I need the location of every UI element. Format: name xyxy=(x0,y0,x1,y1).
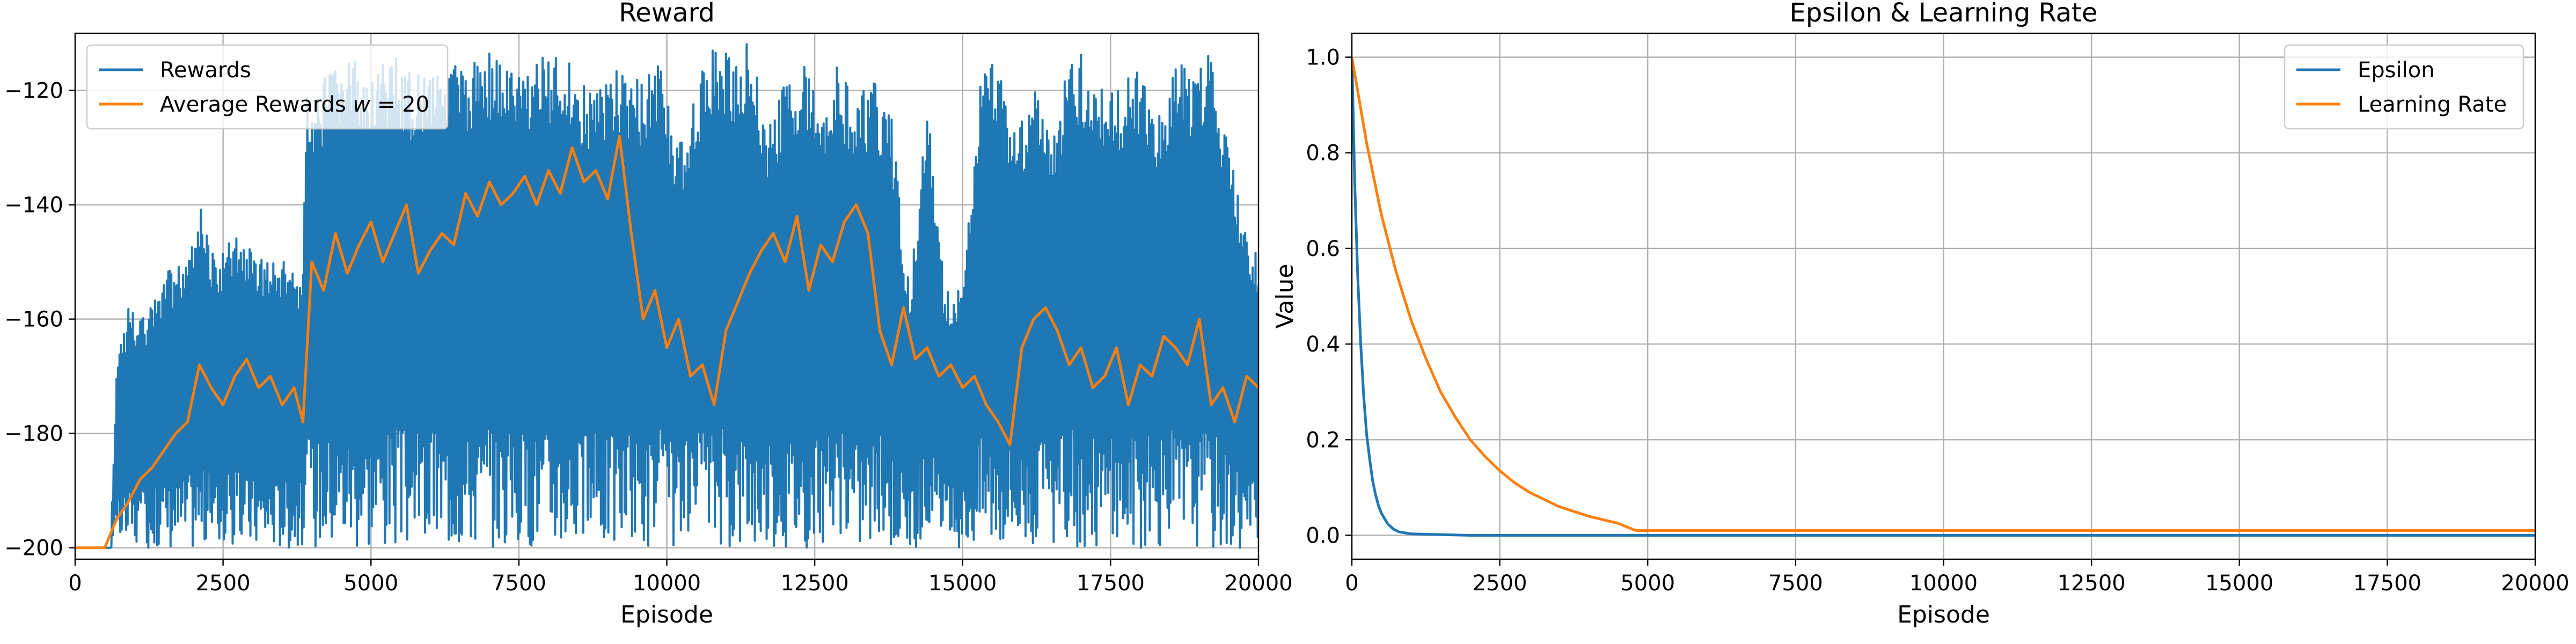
epsilon-lr-x-tick-label: 10000 xyxy=(1909,571,1978,596)
reward-legend-label-1: Average Rewards w = 20 xyxy=(160,92,429,117)
reward-x-tick-label: 5000 xyxy=(343,571,398,596)
reward-x-tick-label: 2500 xyxy=(196,571,251,596)
epsilon-lr-y-tick-label: 0.2 xyxy=(1306,428,1340,452)
reward-chart-title: Reward xyxy=(619,0,715,28)
epsilon-lr-y-tick-label: 0.0 xyxy=(1306,523,1340,548)
epsilon-lr-x-ticks: 0 2500 5000 7500 10000 12500 15000 17500 20000 xyxy=(1345,559,2570,596)
epsilon-lr-x-tick-label: 17500 xyxy=(2353,571,2421,596)
epsilon-lr-x-tick-label: 20000 xyxy=(2501,571,2569,596)
reward-y-tick-label: −200 xyxy=(4,536,63,561)
reward-x-tick-label: 10000 xyxy=(633,571,701,596)
epsilon-lr-legend-label-0: Epsilon xyxy=(2358,58,2435,83)
epsilon-lr-y-axis-label: Value xyxy=(1271,264,1299,329)
epsilon-lr-x-tick-label: 2500 xyxy=(1473,571,1527,596)
reward-x-tick-label: 7500 xyxy=(492,571,546,596)
reward-x-tick-label: 15000 xyxy=(928,571,997,596)
reward-legend: Rewards Average Rewards w = 20 xyxy=(86,44,449,130)
epsilon-lr-x-tick-label: 15000 xyxy=(2205,571,2273,596)
reward-x-tick-label: 17500 xyxy=(1077,571,1145,596)
reward-series xyxy=(75,43,1258,550)
reward-legend-label-0: Rewards xyxy=(160,58,251,83)
epsilon-lr-legend-box xyxy=(2284,44,2524,130)
reward-x-tick-label: 20000 xyxy=(1224,571,1292,596)
reward-y-tick-label: −160 xyxy=(4,308,63,332)
epsilon-lr-y-ticks: 0.0 0.2 0.4 0.6 0.8 1.0 xyxy=(1306,46,1352,548)
epsilon-lr-y-tick-label: 0.4 xyxy=(1306,332,1340,357)
reward-series-line-1 xyxy=(75,135,1258,550)
reward-y-tick-label: −120 xyxy=(4,79,63,104)
epsilon-lr-x-tick-label: 12500 xyxy=(2058,571,2126,596)
epsilon-lr-x-axis-label: Episode xyxy=(1897,601,1990,628)
reward-y-tick-label: −180 xyxy=(4,422,63,447)
epsilon-lr-series xyxy=(1352,57,2535,537)
epsilon-lr-x-tick-label: 0 xyxy=(1345,571,1358,596)
reward-x-ticks: 0 2500 5000 7500 10000 12500 15000 17500 20000 xyxy=(68,559,1293,596)
epsilon-lr-y-tick-label: 1.0 xyxy=(1306,46,1340,70)
epsilon-lr-series-line-1 xyxy=(1352,57,2535,532)
epsilon-lr-series-line-0 xyxy=(1352,57,2535,537)
epsilon-lr-x-tick-label: 7500 xyxy=(1768,571,1823,596)
epsilon-lr-legend-label-1: Learning Rate xyxy=(2358,92,2507,117)
reward-x-axis-label: Episode xyxy=(620,601,713,628)
epsilon-lr-chart-title: Epsilon & Learning Rate xyxy=(1790,0,2098,28)
reward-chart: 0 2500 5000 7500 10000 12500 15000 17500 20000 −… xyxy=(4,0,1293,628)
reward-x-tick-label: 0 xyxy=(68,571,82,596)
epsilon-lr-y-tick-label: 0.8 xyxy=(1306,141,1340,166)
epsilon-lr-x-tick-label: 5000 xyxy=(1620,571,1675,596)
epsilon-lr-y-tick-label: 0.6 xyxy=(1306,237,1340,261)
reward-y-tick-label: −140 xyxy=(4,193,63,218)
epsilon-lr-legend: Epsilon Learning Rate xyxy=(2284,44,2524,130)
reward-x-tick-label: 12500 xyxy=(781,571,849,596)
reward-legend-box xyxy=(86,44,449,130)
epsilon-lr-chart: 0 2500 5000 7500 10000 12500 15000 17500 20000 0… xyxy=(1271,0,2570,628)
reward-y-ticks: −200 −180 −160 −140 −120 xyxy=(4,79,75,561)
